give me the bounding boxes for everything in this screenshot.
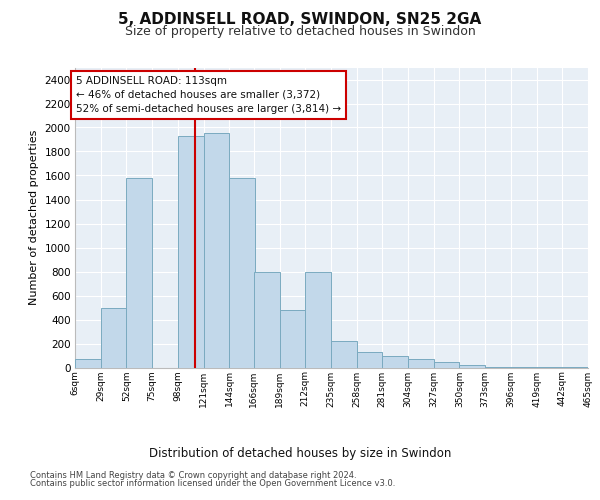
- Bar: [280, 310, 305, 368]
- Text: Size of property relative to detached houses in Swindon: Size of property relative to detached ho…: [125, 25, 475, 38]
- Text: Contains HM Land Registry data © Crown copyright and database right 2024.: Contains HM Land Registry data © Crown c…: [30, 470, 356, 480]
- Bar: [203, 134, 229, 368]
- Y-axis label: Number of detached properties: Number of detached properties: [29, 130, 39, 305]
- Bar: [75, 358, 101, 368]
- Text: Distribution of detached houses by size in Swindon: Distribution of detached houses by size …: [149, 448, 451, 460]
- Bar: [305, 272, 331, 368]
- Bar: [434, 362, 460, 368]
- Bar: [229, 178, 255, 368]
- Bar: [356, 352, 382, 368]
- Bar: [127, 178, 152, 368]
- Text: 5 ADDINSELL ROAD: 113sqm
← 46% of detached houses are smaller (3,372)
52% of sem: 5 ADDINSELL ROAD: 113sqm ← 46% of detach…: [76, 76, 341, 114]
- Text: Contains public sector information licensed under the Open Government Licence v3: Contains public sector information licen…: [30, 479, 395, 488]
- Bar: [178, 136, 203, 368]
- Bar: [460, 365, 485, 368]
- Bar: [254, 272, 280, 368]
- Text: 5, ADDINSELL ROAD, SWINDON, SN25 2GA: 5, ADDINSELL ROAD, SWINDON, SN25 2GA: [118, 12, 482, 28]
- Bar: [408, 358, 434, 368]
- Bar: [331, 341, 356, 367]
- Bar: [485, 366, 511, 368]
- Bar: [101, 308, 127, 368]
- Bar: [382, 356, 408, 368]
